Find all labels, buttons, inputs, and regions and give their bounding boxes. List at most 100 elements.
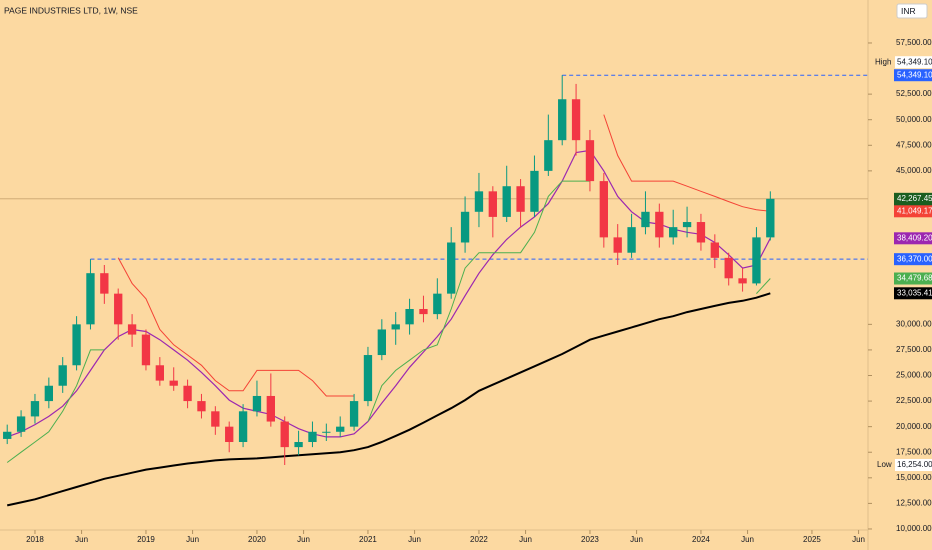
y-tick-label: 10,000.00 [896,524,932,533]
low-box [895,458,932,471]
price-badge-label: 33,035.41 [897,288,932,297]
candle-body [627,227,636,253]
x-tick-label: Jun [297,535,310,544]
y-tick-label: 22,500.00 [896,396,932,405]
candle-body [280,421,289,448]
x-tick-label: Jun [519,535,532,544]
candle-body [363,355,373,402]
candle-body [544,140,553,171]
candle-body [530,170,539,212]
price-badge [894,253,932,266]
y-tick-label: 12,500.00 [896,499,932,508]
x-tick-label: Jun [630,535,643,544]
price-badge-label: 41,049.17 [897,206,932,215]
candle-body [447,242,456,294]
price-badge-label: 36,370.00 [897,254,932,263]
candle-body [516,186,525,212]
y-tick-label: 30,000.00 [896,319,932,328]
candle-body [460,211,470,243]
candle-body [294,442,303,448]
candle-body [58,365,67,386]
candle-body [585,140,595,182]
x-tick-label: Jun [741,535,754,544]
candle-body [44,385,54,402]
price-badge-label: 34,479.68 [897,274,932,283]
candle-body [252,395,262,412]
candle-body [710,242,719,258]
price-badge-label: 54,349.10 [897,70,932,79]
candle-body [724,257,733,279]
candle-body [3,431,12,439]
y-tick-label: 17,500.00 [896,447,932,456]
candle-body [114,293,123,325]
candle-body [641,211,650,228]
candle-body [127,324,137,335]
candle-body [655,211,664,238]
candle-body [682,222,692,228]
currency-box[interactable] [896,3,928,19]
price-badge [894,232,932,245]
indicator-line [6,349,105,463]
candle-body [16,416,26,432]
y-tick-label: 50,000.00 [896,115,932,124]
candle-body [488,191,497,217]
candle-body [30,401,40,417]
candle-body [225,426,234,443]
candle-body [613,237,622,253]
indicator-line [6,292,771,507]
y-tick-label: 45,000.00 [896,166,932,175]
x-tick-label: 2019 [137,535,155,544]
candle-body [100,273,109,294]
x-tick-label: 2025 [803,535,821,544]
candle-body [377,329,386,356]
x-tick-label: 2024 [692,535,710,544]
y-tick-label: 25,000.00 [896,371,932,380]
price-badge [894,272,932,285]
x-tick-label: 2018 [26,535,44,544]
indicator-line [756,278,771,294]
x-tick-label: 2020 [248,535,266,544]
candle-body [141,334,151,366]
candle-body [391,324,400,330]
candle-body [502,186,511,217]
price-badge-label: 42,267.45 [897,194,932,203]
candle-body [738,278,747,284]
indicator-line [117,257,355,397]
high-box [895,56,932,69]
candle-body [238,411,248,443]
price-badge [894,69,932,82]
price-badge [894,287,932,300]
low-label: Low [877,460,892,469]
x-tick-label: 2021 [359,535,377,544]
x-tick-label: Jun [186,535,199,544]
candle-body [183,385,192,402]
candle-body [211,411,220,427]
candle-body [433,293,442,315]
candle-body [72,324,81,366]
y-tick-label: 20,000.00 [896,422,932,431]
candle-body [474,191,484,212]
price-badge [894,205,932,218]
y-tick-label: 47,500.00 [896,140,932,149]
low-value: 16,254.00 [897,460,932,469]
high-value: 54,349.10 [897,57,932,66]
candle-body [349,401,359,427]
candle-body [405,308,414,325]
chart-title: PAGE INDUSTRIES LTD, 1W, NSE [4,5,138,15]
candle-body [766,198,775,238]
candle-body [266,395,275,422]
high-label: High [875,57,891,66]
y-tick-label: 52,500.00 [896,89,932,98]
currency[interactable]: INR [901,6,916,16]
x-tick-label: 2022 [470,535,488,544]
price-badge-label: 38,409.20 [897,233,932,242]
candle-body [419,308,428,315]
candle-body [308,431,317,443]
candle-body [752,237,761,284]
y-tick-label: 27,500.00 [896,345,932,354]
x-tick-label: Jun [408,535,421,544]
candle-body [599,181,608,238]
candle-body [169,380,178,386]
candle-body [197,401,206,412]
